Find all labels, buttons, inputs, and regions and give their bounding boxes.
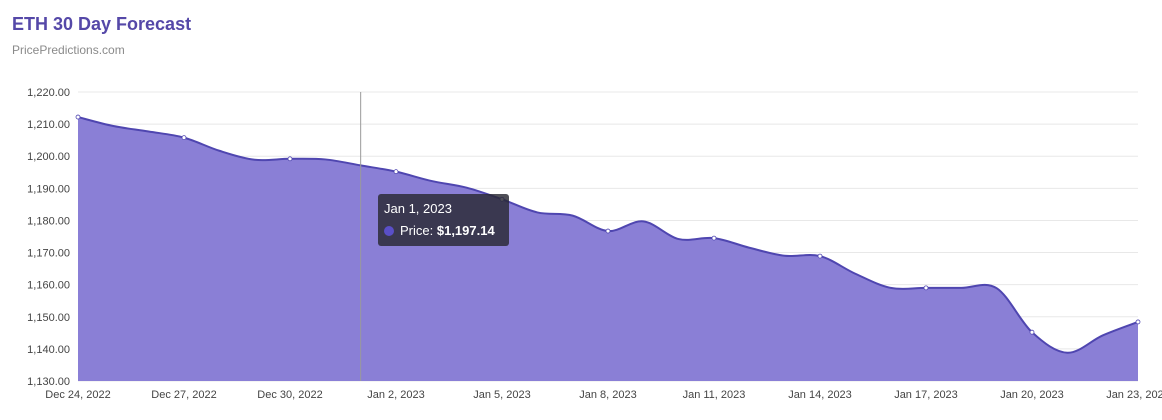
chart-title: ETH 30 Day Forecast xyxy=(12,14,192,34)
tooltip-value: $1,197.14 xyxy=(436,223,495,238)
y-tick-label: 1,150.00 xyxy=(27,312,70,324)
x-axis-ticks: Dec 24, 2022 Dec 27, 2022 Dec 30, 2022 Jan … xyxy=(45,389,1162,401)
x-tick-label: Jan 2, 2023 xyxy=(367,389,425,401)
y-tick-label: 1,200.00 xyxy=(27,151,70,163)
y-tick-label: 1,160.00 xyxy=(27,280,70,292)
data-point xyxy=(393,169,399,175)
x-tick-label: Jan 14, 2023 xyxy=(788,389,852,401)
data-point xyxy=(817,253,823,259)
data-point xyxy=(1135,319,1141,325)
y-tick-label: 1,170.00 xyxy=(27,248,70,260)
x-tick-label: Dec 27, 2022 xyxy=(151,389,216,401)
x-tick-label: Jan 20, 2023 xyxy=(1000,389,1064,401)
tooltip-row: Price: $1,197.14 xyxy=(384,223,509,239)
data-point xyxy=(711,235,717,241)
price-area xyxy=(78,117,1138,382)
tooltip-label: Price: xyxy=(400,223,434,238)
y-axis-ticks: 1,220.00 1,210.00 1,200.00 1,190.00 1,180.00… xyxy=(27,87,70,388)
series-color-dot xyxy=(384,226,394,236)
y-tick-label: 1,220.00 xyxy=(27,87,70,99)
tooltip-date: Jan 1, 2023 xyxy=(384,201,452,216)
x-tick-label: Dec 30, 2022 xyxy=(257,389,322,401)
data-point xyxy=(1029,329,1035,335)
chart-header: ETH 30 Day Forecast PricePredictions.com xyxy=(12,12,191,58)
y-tick-label: 1,180.00 xyxy=(27,215,70,227)
y-tick-label: 1,130.00 xyxy=(27,376,70,388)
y-tick-label: 1,190.00 xyxy=(27,183,70,195)
data-point xyxy=(287,156,293,162)
y-tick-label: 1,210.00 xyxy=(27,119,70,131)
chart-subtitle: PricePredictions.com xyxy=(12,43,125,57)
data-point xyxy=(181,135,187,140)
data-point xyxy=(605,228,611,234)
x-tick-label: Jan 8, 2023 xyxy=(579,389,637,401)
x-tick-label: Jan 5, 2023 xyxy=(473,389,531,401)
x-tick-label: Dec 24, 2022 xyxy=(45,389,110,401)
data-point xyxy=(75,114,81,120)
y-tick-label: 1,140.00 xyxy=(27,344,70,356)
x-tick-label: Jan 17, 2023 xyxy=(894,389,958,401)
hover-tooltip: Jan 1, 2023 Price: $1,197.14 xyxy=(378,194,509,246)
x-tick-label: Jan 23, 2023 xyxy=(1106,389,1162,401)
x-tick-label: Jan 11, 2023 xyxy=(683,389,746,401)
data-point xyxy=(923,285,929,291)
